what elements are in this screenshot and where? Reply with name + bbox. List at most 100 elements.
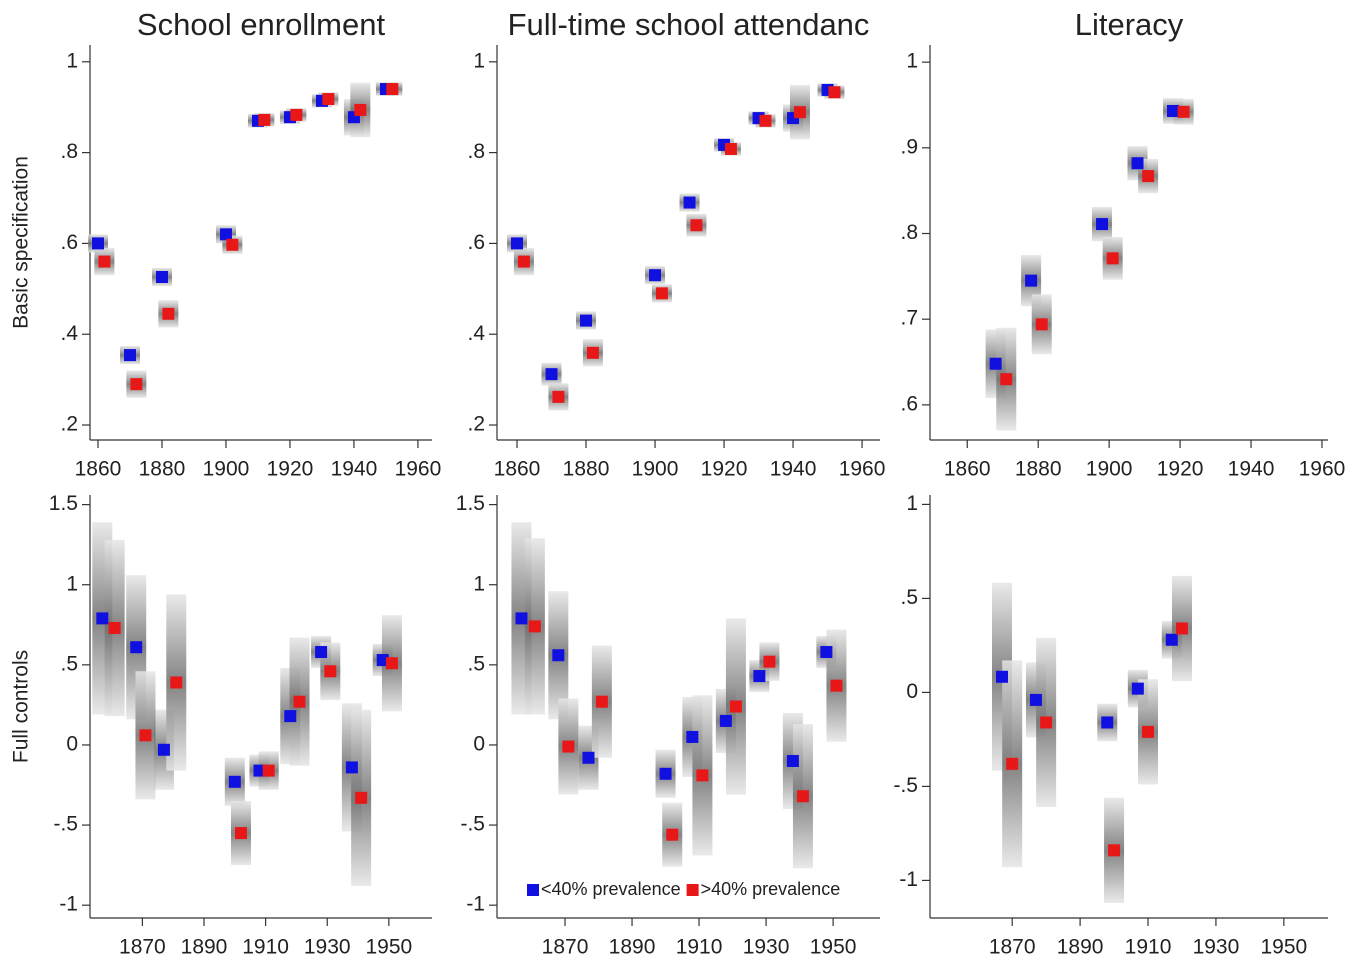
point xyxy=(1131,682,1144,695)
y-tick-label: 1 xyxy=(473,49,485,72)
panel-title: Full-time school attendanc xyxy=(508,7,870,42)
point xyxy=(345,761,358,774)
legend-swatch xyxy=(686,884,699,896)
x-tick-label: 1860 xyxy=(75,458,122,481)
x-tick-label: 1860 xyxy=(494,458,541,481)
point xyxy=(655,287,668,300)
point xyxy=(1108,844,1121,857)
point xyxy=(1175,622,1188,635)
y-tick-label: .7 xyxy=(900,307,918,330)
point xyxy=(1101,716,1114,729)
y-tick-label: 1 xyxy=(906,492,918,515)
legend-swatch xyxy=(527,884,539,896)
point xyxy=(91,237,104,250)
point xyxy=(1166,104,1179,117)
y-tick-label: .5 xyxy=(60,652,78,675)
point xyxy=(1040,716,1053,729)
point xyxy=(130,641,143,654)
point xyxy=(130,378,143,391)
x-tick-label: 1900 xyxy=(203,458,250,481)
x-tick-label: 1880 xyxy=(1015,458,1062,481)
y-tick-label: 1 xyxy=(66,572,78,595)
x-tick-label: 1930 xyxy=(304,936,351,959)
x-tick-label: 1900 xyxy=(1086,458,1133,481)
point xyxy=(724,142,737,155)
point xyxy=(234,827,247,840)
y-tick-label: .6 xyxy=(900,392,918,415)
point xyxy=(830,679,843,692)
point xyxy=(98,255,111,268)
point xyxy=(322,93,335,106)
point xyxy=(284,710,297,723)
y-tick-label: .5 xyxy=(467,652,485,675)
point xyxy=(686,730,699,743)
point xyxy=(354,103,367,116)
y-tick-label: -.5 xyxy=(893,774,918,797)
point xyxy=(719,714,732,727)
point xyxy=(649,269,662,282)
x-tick-label: 1940 xyxy=(1228,458,1275,481)
point xyxy=(753,670,766,683)
y-tick-label: .2 xyxy=(467,413,485,436)
point xyxy=(324,665,337,678)
y-tick-label: .8 xyxy=(900,221,918,244)
y-tick-label: -.5 xyxy=(460,813,485,836)
point xyxy=(1025,274,1038,287)
panel-title: Literacy xyxy=(1075,7,1184,42)
y-tick-label: .9 xyxy=(900,135,918,158)
point xyxy=(580,314,593,327)
point xyxy=(385,657,398,670)
point xyxy=(1177,105,1190,118)
y-tick-label: .8 xyxy=(467,140,485,163)
point xyxy=(1096,218,1109,231)
point xyxy=(108,621,121,634)
x-tick-label: 1920 xyxy=(1157,458,1204,481)
y-tick-label: -.5 xyxy=(53,813,78,836)
y-tick-label: 0 xyxy=(66,733,78,756)
point xyxy=(586,346,599,359)
y-tick-label: 0 xyxy=(906,680,918,703)
point xyxy=(989,357,1002,370)
point xyxy=(828,86,841,99)
point xyxy=(511,237,524,250)
point xyxy=(251,114,264,127)
point xyxy=(1165,633,1178,646)
y-tick-label: 0 xyxy=(473,733,485,756)
point xyxy=(155,271,168,284)
x-tick-label: 1890 xyxy=(609,936,656,959)
point xyxy=(683,196,696,209)
y-tick-label: -1 xyxy=(466,893,485,916)
point xyxy=(262,764,275,777)
y-tick-label: 1 xyxy=(473,572,485,595)
point xyxy=(355,791,368,804)
point xyxy=(995,670,1008,683)
point xyxy=(696,769,709,782)
point xyxy=(376,654,389,667)
point xyxy=(1142,725,1155,738)
y-axis-label: Basic specification xyxy=(10,156,33,329)
point xyxy=(552,649,565,662)
point xyxy=(517,255,530,268)
point xyxy=(228,775,241,788)
x-tick-label: 1900 xyxy=(632,458,679,481)
point xyxy=(796,790,809,803)
x-tick-label: 1920 xyxy=(701,458,748,481)
point xyxy=(293,695,306,708)
y-tick-label: .8 xyxy=(60,140,78,163)
x-tick-label: 1860 xyxy=(944,458,991,481)
point xyxy=(820,646,833,659)
y-tick-label: -1 xyxy=(899,868,918,891)
point xyxy=(582,751,595,764)
point xyxy=(1131,157,1144,170)
point xyxy=(552,390,565,403)
y-tick-label: .5 xyxy=(900,586,918,609)
x-tick-label: 1950 xyxy=(1260,936,1307,959)
point xyxy=(162,307,175,320)
point xyxy=(793,106,806,119)
y-tick-label: .2 xyxy=(60,413,78,436)
x-tick-label: 1920 xyxy=(267,458,314,481)
x-tick-label: 1870 xyxy=(989,936,1036,959)
y-tick-label: .4 xyxy=(60,322,78,345)
point xyxy=(315,646,328,659)
point xyxy=(258,113,271,126)
